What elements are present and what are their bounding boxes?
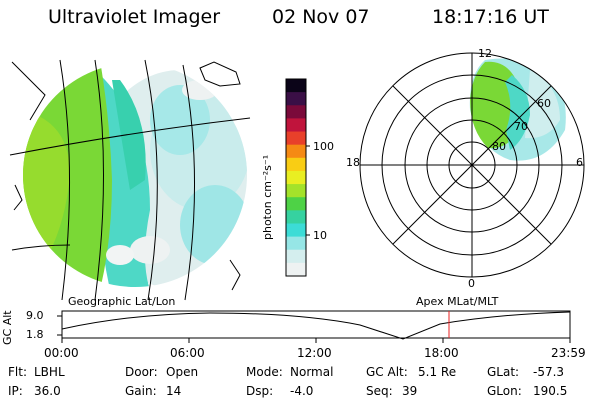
lat-label-70: 70 bbox=[514, 120, 528, 133]
mlt-label-right: 6 bbox=[576, 156, 583, 169]
colorbar-segment bbox=[286, 236, 306, 251]
mlt-label-bottom: 0 bbox=[468, 277, 475, 290]
colorbar-segment bbox=[286, 223, 306, 238]
timeline-xtick-2359: 23:59 bbox=[551, 346, 586, 360]
geographic-image bbox=[9, 59, 251, 301]
timeline-axis-label: GC Alt bbox=[1, 310, 14, 345]
flt-value: LBHL bbox=[34, 365, 65, 379]
door-value: Open bbox=[166, 365, 199, 379]
seq-label: Seq: bbox=[366, 384, 393, 398]
colorbar-segment bbox=[286, 197, 306, 211]
dsp-value: -4.0 bbox=[290, 384, 314, 398]
colorbar-segment bbox=[286, 131, 306, 146]
gain-label: Gain: bbox=[125, 384, 157, 398]
ip-value: 36.0 bbox=[34, 384, 61, 398]
seq-value: 39 bbox=[402, 384, 418, 398]
colorbar-segment bbox=[286, 79, 306, 93]
observation-time: 18:17:16 UT bbox=[432, 6, 549, 28]
colorbar-segment bbox=[286, 144, 306, 159]
colorbar-tick-100: 100 bbox=[313, 140, 334, 153]
colorbar-segment bbox=[286, 118, 306, 133]
flt-label: Flt: bbox=[8, 365, 27, 379]
dsp-label: Dsp: bbox=[246, 384, 274, 398]
timeline-ytick-high: 9.0 bbox=[26, 309, 44, 322]
lat-label-80: 80 bbox=[492, 140, 506, 153]
observation-date: 02 Nov 07 bbox=[272, 6, 370, 28]
colorbar-segment bbox=[286, 210, 306, 225]
timeline-xtick-1200: 12:00 bbox=[297, 346, 332, 360]
mlt-label-left: 18 bbox=[346, 156, 360, 169]
timeline-xtick-0600: 06:00 bbox=[170, 346, 205, 360]
timeline-xtick-1800: 18:00 bbox=[424, 346, 459, 360]
colorbar-segment bbox=[286, 249, 306, 264]
timeline-left-title: Geographic Lat/Lon bbox=[68, 295, 176, 308]
ip-label: IP: bbox=[8, 384, 23, 398]
glon-label: GLon: bbox=[487, 384, 522, 398]
gain-value: 14 bbox=[166, 384, 182, 398]
mode-label: Mode: bbox=[246, 365, 283, 379]
gc-alt-label: GC Alt: bbox=[366, 365, 408, 379]
timeline-right-title: Apex MLat/MLT bbox=[416, 295, 499, 308]
timeline-ytick-low: 1.8 bbox=[26, 328, 44, 341]
polar-plot bbox=[359, 52, 585, 278]
gc-alt-value: 5.1 Re bbox=[418, 365, 457, 379]
colorbar-segment bbox=[286, 184, 306, 198]
colorbar-segment bbox=[286, 170, 306, 185]
colorbar bbox=[285, 78, 310, 277]
timeline-xtick-0000: 00:00 bbox=[44, 346, 79, 360]
glat-value: -57.3 bbox=[533, 365, 565, 379]
colorbar-segment bbox=[286, 105, 306, 119]
altitude-timeline bbox=[57, 310, 571, 343]
colorbar-segment bbox=[286, 92, 306, 106]
colorbar-segment bbox=[286, 157, 306, 172]
glat-label: GLat: bbox=[487, 365, 520, 379]
mlt-label-top: 12 bbox=[478, 47, 492, 60]
colorbar-unit-label: photon cm⁻²s⁻¹ bbox=[261, 154, 274, 240]
instrument-title: Ultraviolet Imager bbox=[48, 6, 221, 28]
mode-value: Normal bbox=[290, 365, 334, 379]
door-label: Door: bbox=[125, 365, 158, 379]
colorbar-tick-10: 10 bbox=[313, 229, 327, 242]
glon-value: 190.5 bbox=[533, 384, 568, 398]
lat-label-60: 60 bbox=[537, 97, 551, 110]
colorbar-segment bbox=[286, 262, 306, 277]
